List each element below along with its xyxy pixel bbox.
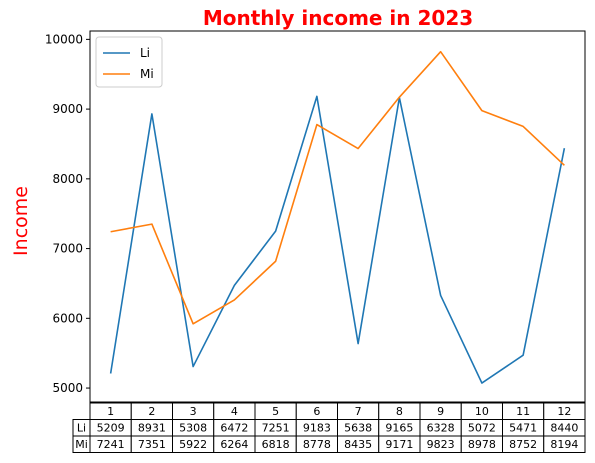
table-cell-value: 7241 [97,438,125,451]
table-cell-value: 5471 [509,422,537,435]
table-cell-value: 5638 [344,422,372,435]
plot-frame [89,30,586,403]
table-header-label-5: 5 [272,405,279,418]
table-header-label-11: 11 [516,405,530,418]
table-cell-value: 6264 [220,438,248,451]
table-cell-value: 8978 [468,438,496,451]
table-cell-value: 6818 [262,438,290,451]
table-cell-value: 9171 [385,438,413,451]
table-cell-value: 8778 [303,438,331,451]
table-cell-value: 9823 [427,438,455,451]
table-cell-value: 8752 [509,438,537,451]
legend-label-li: Li [140,46,150,60]
table-cell-value: 8931 [138,422,166,435]
table-header-label-2: 2 [148,405,155,418]
table-cell-value: 9165 [385,422,413,435]
table-cell-value: 5308 [179,422,207,435]
table-cell-value: 5922 [179,438,207,451]
y-tick-label-7000: 7000 [52,242,83,256]
y-tick-label-8000: 8000 [52,172,83,186]
table-header-label-10: 10 [475,405,489,418]
table-cell-value: 8440 [550,422,578,435]
table-cell-value: 5209 [97,422,125,435]
table-row-label-li: Li [77,422,86,435]
table-cell-value: 8194 [550,438,578,451]
y-axis-label: Income [10,186,32,256]
table-header-label-7: 7 [355,405,362,418]
y-tick-label-5000: 5000 [52,381,83,395]
table-header-label-4: 4 [231,405,238,418]
y-tick-label-10000: 10000 [45,32,83,46]
legend-label-mi: Mi [140,67,154,81]
table-cell [543,435,586,453]
table-cell-value: 6472 [220,422,248,435]
table-row-label-mi: Mi [75,438,88,451]
table-cell-value: 6328 [427,422,455,435]
table-cell-value: 7251 [262,422,290,435]
table-header-label-3: 3 [190,405,197,418]
table-header-label-8: 8 [396,405,403,418]
table-header-label-12: 12 [557,405,571,418]
series-line-mi [110,50,565,325]
y-tick-label-6000: 6000 [52,311,83,325]
table-cell-value: 9183 [303,422,331,435]
y-tick-label-9000: 9000 [52,102,83,116]
table-header-label-9: 9 [437,405,444,418]
table-header-label-6: 6 [313,405,320,418]
legend: Li Mi [95,36,163,88]
series-line-li [109,95,566,384]
table-cell-value: 8435 [344,438,372,451]
chart-title: Monthly income in 2023 [203,6,473,30]
table-cell-value: 7351 [138,438,166,451]
table-header-label-1: 1 [107,405,114,418]
table-cell-value: 5072 [468,422,496,435]
plot-area: 5000 6000 7000 8000 9000 10000 [45,30,586,403]
